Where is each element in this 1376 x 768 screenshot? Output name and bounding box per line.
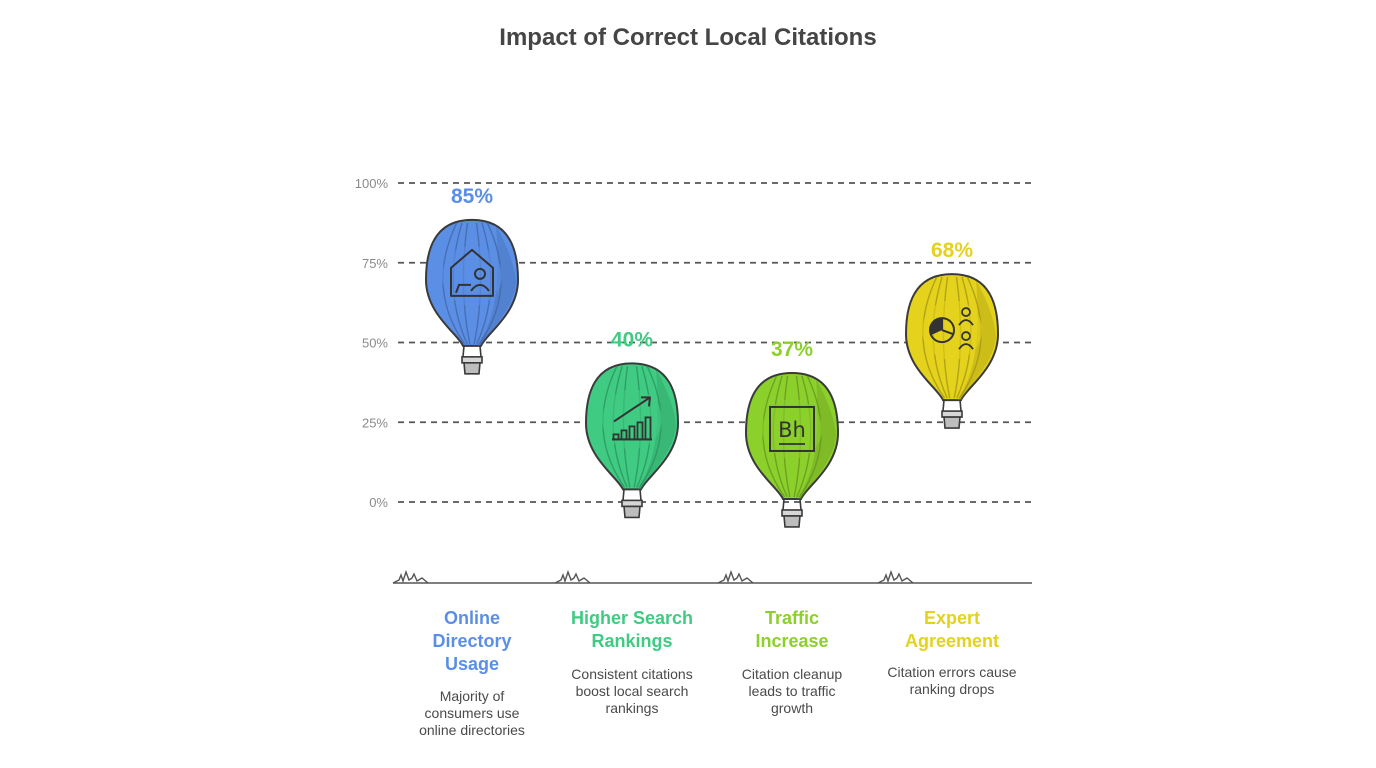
icon-backdrop xyxy=(762,398,822,459)
balloon-ropes xyxy=(462,345,482,357)
category-title: Online Directory Usage xyxy=(432,608,512,674)
category-title: Expert Agreement xyxy=(904,608,1000,651)
grass-tuft xyxy=(717,569,754,584)
balloon-behance: Bh 37% xyxy=(744,338,840,528)
balloon-growth-chart: 40% xyxy=(584,328,680,519)
category-description: Majority of consumers use online directo… xyxy=(419,688,525,738)
basket-rim xyxy=(781,509,803,517)
pie-chart-users-icon xyxy=(929,307,974,350)
grass-tuft xyxy=(392,569,429,584)
balloon-gore xyxy=(602,366,626,488)
balloon-gore xyxy=(958,276,982,399)
balloon-gore xyxy=(442,222,466,345)
balloon-gore xyxy=(762,375,786,498)
grass-tuft xyxy=(554,569,591,584)
value-label: 68% xyxy=(931,239,973,262)
category-title: Traffic Increase xyxy=(755,608,829,651)
grass-tuft xyxy=(877,569,914,584)
balloon-gore xyxy=(478,222,502,345)
balloon-shade xyxy=(637,369,676,490)
balloon-shade xyxy=(477,225,516,346)
svg-text:Bh: Bh xyxy=(778,418,806,442)
category-description: Consistent citations boost local search … xyxy=(571,666,693,716)
category-title: Higher Search Rankings xyxy=(570,608,694,651)
behance-icon: Bh xyxy=(769,405,815,452)
y-tick-label: 100% xyxy=(355,176,389,191)
house-user-icon xyxy=(450,248,494,297)
growth-chart-icon xyxy=(612,396,652,441)
balloon-pie-chart-users: 68% xyxy=(904,239,1000,429)
basket xyxy=(623,505,641,519)
basket xyxy=(783,515,801,528)
balloon-shade xyxy=(797,378,836,499)
balloon-shade xyxy=(957,280,996,401)
basket xyxy=(463,362,481,375)
y-tick-label: 75% xyxy=(362,256,388,271)
balloon-house-user: 85% xyxy=(424,185,520,375)
balloon-gore xyxy=(922,276,946,399)
chart-title: Impact of Correct Local Citations xyxy=(499,24,877,51)
balloon-gore xyxy=(638,366,662,488)
balloon-marks: 85% 40% Bh 37% 68% xyxy=(424,185,1000,528)
value-label: 40% xyxy=(611,328,653,351)
balloon-gore xyxy=(798,375,822,498)
value-label: 85% xyxy=(451,185,493,208)
ground-line xyxy=(392,569,1032,584)
balloon-ropes xyxy=(622,489,642,501)
y-tick-label: 50% xyxy=(362,336,388,351)
y-tick-label: 0% xyxy=(369,495,388,510)
basket-rim xyxy=(941,410,963,418)
basket xyxy=(943,416,961,429)
balloon-ropes xyxy=(942,400,962,412)
basket-rim xyxy=(621,499,643,508)
category-description: Citation errors cause ranking drops xyxy=(887,664,1017,697)
y-tick-label: 25% xyxy=(362,415,388,430)
basket-rim xyxy=(461,356,483,364)
balloon-ropes xyxy=(782,498,802,511)
category-description: Citation cleanup leads to traffic growth xyxy=(741,666,843,716)
value-label: 37% xyxy=(771,338,813,361)
